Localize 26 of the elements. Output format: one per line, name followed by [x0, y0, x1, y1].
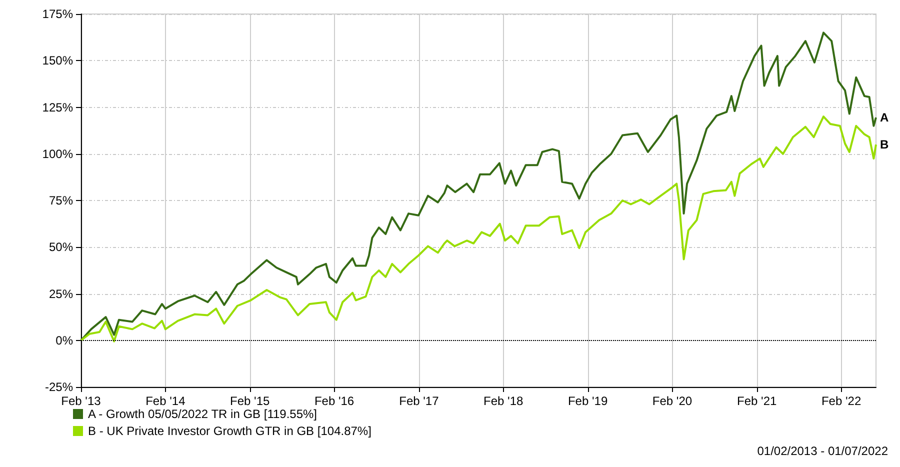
x-tick-label: Feb '22	[821, 394, 862, 408]
x-tick-label: Feb '13	[61, 394, 102, 408]
legend-label: A - Growth 05/05/2022 TR in GB [119.55%]	[88, 407, 318, 421]
y-tick-label: 75%	[48, 194, 74, 208]
y-tick-label: 175%	[42, 7, 74, 21]
text: 01/02/2013 - 01/07/2022	[757, 444, 888, 458]
annotation: B	[880, 138, 889, 152]
y-tick-label: 150%	[42, 54, 74, 68]
x-tick-label: Feb '18	[484, 394, 524, 408]
annotation: A	[880, 110, 889, 125]
y-tick-label: -25%	[44, 380, 74, 394]
y-tick-label: 125%	[42, 100, 74, 114]
x-tick-label: Feb '17	[399, 394, 440, 408]
x-tick-label: Feb '20	[652, 394, 692, 408]
x-tick-label: Feb '15	[230, 394, 270, 408]
legend-label: B - UK Private Investor Growth GTR in GB [104.87%]	[88, 424, 372, 438]
line-series	[80, 32, 877, 342]
y-tick-label: 100%	[42, 146, 74, 161]
y-tick-label: 0%	[56, 333, 74, 348]
y-tick-label: 25%	[48, 286, 74, 301]
x-tick-label: Feb '14	[146, 394, 186, 408]
line-series	[80, 116, 877, 342]
x-tick-label: Feb '19	[568, 394, 608, 408]
x-tick-label: Feb '16	[314, 394, 354, 408]
x-tick-label: Feb '21	[737, 394, 778, 408]
y-tick-label: 50%	[48, 240, 74, 254]
